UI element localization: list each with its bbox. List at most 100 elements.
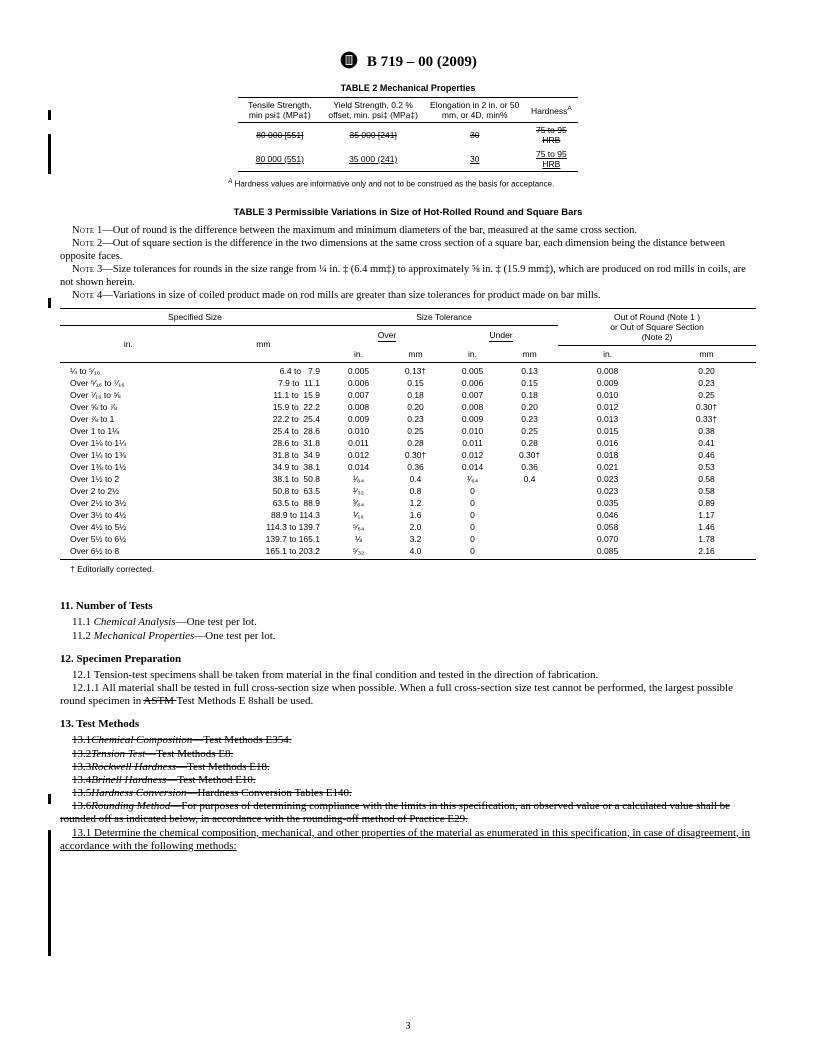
t3-h-ui: in. (444, 346, 501, 363)
table-cell: Over 1¼ to 1⅜ (60, 449, 197, 461)
t3-h-om: mm (387, 346, 444, 363)
sec13-body: 13.1Chemical Composition—Test Methods E3… (60, 734, 756, 853)
table-cell: 0.20 (387, 401, 444, 413)
table-cell: 0.30† (387, 449, 444, 461)
table-cell: Over ⅝ to ⅞ (60, 401, 197, 413)
table-cell (501, 509, 558, 521)
table-cell: 28.6 to 31.8 (197, 437, 330, 449)
table-cell: 139.7 to 165.1 (197, 533, 330, 545)
table-row: ¼ to ⁵⁄₁₆6.4 to 7.90.0050.13†0.0050.130.… (60, 363, 756, 378)
table-cell: 1.46 (657, 521, 756, 533)
sec11-h: 11. Number of Tests (60, 600, 756, 612)
table3: Specified Size Size Tolerance Out of Rou… (60, 308, 756, 560)
table-cell: Over ⁷⁄₁₆ to ⅝ (60, 389, 197, 401)
table-cell: 30 (425, 123, 525, 148)
table-cell: 0.012 (558, 401, 657, 413)
table-cell: 0.012 (330, 449, 387, 461)
table-cell: 0 (444, 485, 501, 497)
table-cell: 0.005 (444, 363, 501, 378)
table-cell: ³⁄₆₄ (330, 497, 387, 509)
table-cell: 0.010 (330, 425, 387, 437)
table2-footnote: A Hardness values are informative only a… (218, 178, 598, 189)
table-cell: 0.89 (657, 497, 756, 509)
table-cell: 30 (425, 147, 525, 172)
table-cell: ⁵⁄₆₄ (330, 521, 387, 533)
table-cell: 0.53 (657, 461, 756, 473)
table-cell: 0.010 (444, 425, 501, 437)
table-cell: 0.016 (558, 437, 657, 449)
table-cell: 1.17 (657, 509, 756, 521)
table-cell: 0.30† (657, 401, 756, 413)
table2-title: TABLE 2 Mechanical Properties (238, 83, 578, 93)
table-cell: 31.8 to 34.9 (197, 449, 330, 461)
table-cell: 0.4 (501, 473, 558, 485)
table-cell (501, 545, 558, 560)
t3-h-tol: Size Tolerance (330, 309, 558, 326)
table3-notes: Note 1—Out of round is the difference be… (60, 224, 756, 303)
sec12-body: 12.1 Tension-test specimens shall be tak… (60, 669, 756, 709)
table-cell: 11.1 to 15.9 (197, 389, 330, 401)
table-cell: 0.25 (501, 425, 558, 437)
table-cell: 0.014 (444, 461, 501, 473)
t2-h-tensile: Tensile Strength, min psi‡ (MPa‡) (238, 98, 322, 123)
table-row: Over 5½ to 6½139.7 to 165.1⅛3.200.0701.7… (60, 533, 756, 545)
table-cell: 0 (444, 533, 501, 545)
table-cell: 0.005 (330, 363, 387, 378)
table-cell: 63.5 to 88.9 (197, 497, 330, 509)
table-cell: 0.38 (657, 425, 756, 437)
t3-h-mm1: mm (197, 326, 330, 363)
table-cell: 38.1 to 50.8 (197, 473, 330, 485)
table-cell: 0.28 (387, 437, 444, 449)
table-cell: 0.25 (387, 425, 444, 437)
table-cell: 0.023 (558, 473, 657, 485)
table-cell: 1.6 (387, 509, 444, 521)
table-cell: ¼ to ⁵⁄₁₆ (60, 363, 197, 378)
table-cell: 0.023 (558, 485, 657, 497)
table-cell: ¹⁄₁₆ (330, 509, 387, 521)
table-cell: 15.9 to 22.2 (197, 401, 330, 413)
table-cell: 0.15 (387, 377, 444, 389)
table-cell: 1.2 (387, 497, 444, 509)
table-cell: 0.23 (501, 413, 558, 425)
table-cell: 0.41 (657, 437, 756, 449)
table-cell: 4.0 (387, 545, 444, 560)
table-cell: 0.046 (558, 509, 657, 521)
table-cell: 0.009 (330, 413, 387, 425)
table-cell: Over ⁵⁄₁₆ to ⁷⁄₁₆ (60, 377, 197, 389)
table-cell: 0.008 (444, 401, 501, 413)
change-bar-icon (48, 110, 51, 120)
change-bar-icon (48, 298, 51, 308)
table-cell: 0.010 (558, 389, 657, 401)
table-cell: 0.23 (657, 377, 756, 389)
table-row: Over ⅞ to 122.2 to 25.40.0090.230.0090.2… (60, 413, 756, 425)
table-cell: ¹⁄₆₄ (330, 473, 387, 485)
table-cell: 34.9 to 38.1 (197, 461, 330, 473)
table-cell: 75 to 95 HRB (525, 123, 578, 148)
table-cell: 0 (444, 521, 501, 533)
change-bar-icon (48, 794, 51, 804)
t3-h-um: mm (501, 346, 558, 363)
table-cell: 2.0 (387, 521, 444, 533)
table-cell: ¹⁄₆₄ (444, 473, 501, 485)
table-cell (501, 497, 558, 509)
table-cell: 1.78 (657, 533, 756, 545)
table-cell: 0.070 (558, 533, 657, 545)
table-cell: 0.33† (657, 413, 756, 425)
table-cell: 35 000 [241] (322, 123, 425, 148)
table-cell: 0.58 (657, 485, 756, 497)
table-cell: 88.9 to 114.3 (197, 509, 330, 521)
table-row: Over 1¼ to 1⅜31.8 to 34.90.0120.30†0.012… (60, 449, 756, 461)
change-bar-icon (48, 134, 51, 174)
table-cell: 6.4 to 7.9 (197, 363, 330, 378)
table-cell: 0.23 (387, 413, 444, 425)
t3-h-in1: in. (60, 326, 197, 363)
standard-id: B 719 – 00 (2009) (367, 54, 477, 70)
table-row: Over 1⅛ to 1¼28.6 to 31.80.0110.280.0110… (60, 437, 756, 449)
table-cell: 0.006 (330, 377, 387, 389)
table-cell: 0.011 (444, 437, 501, 449)
table-cell: Over 3½ to 4½ (60, 509, 197, 521)
t3-h-oor: Out of Round (Note 1 )or Out of Square S… (558, 309, 756, 346)
table-row: Over 3½ to 4½88.9 to 114.3¹⁄₁₆1.600.0461… (60, 509, 756, 521)
table-cell: 0.013 (558, 413, 657, 425)
table-cell: 0.006 (444, 377, 501, 389)
